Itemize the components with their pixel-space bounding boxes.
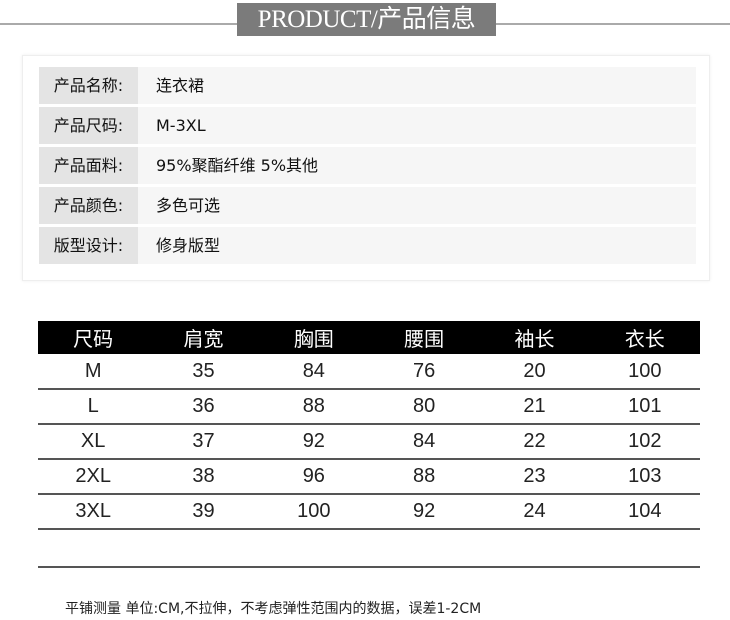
- table-cell: 37: [148, 424, 259, 460]
- table-cell: 36: [148, 389, 259, 425]
- size-table: 尺码 肩宽 胸围 腰围 袖长 衣长 M 35 84 76 20 100 L 36 88 80 21 101 XL 3…: [38, 321, 700, 568]
- table-cell: 103: [589, 459, 700, 495]
- table-row: L 36 88 80 21 101: [38, 389, 700, 425]
- table-cell: 102: [589, 424, 700, 460]
- measurement-note: 平铺测量 单位:CM,不拉伸，不考虑弹性范围内的数据，误差1-2CM: [65, 601, 482, 617]
- table-cell: 100: [589, 354, 700, 390]
- table-cell: 23: [479, 459, 590, 495]
- column-header: 胸围: [258, 321, 369, 354]
- info-row: 产品面料: 95%聚酯纤维 5%其他: [39, 147, 696, 184]
- blank-cell: [38, 529, 700, 568]
- table-cell: XL: [38, 424, 149, 460]
- info-row: 产品颜色: 多色可选: [39, 187, 696, 224]
- blank-row: [38, 529, 700, 568]
- column-header: 衣长: [589, 321, 700, 354]
- info-label: 版型设计:: [39, 227, 138, 264]
- info-label: 产品尺码:: [39, 107, 138, 144]
- column-header: 腰围: [368, 321, 480, 354]
- table-cell: 92: [368, 494, 480, 530]
- table-cell: 88: [258, 389, 369, 425]
- info-label: 产品面料:: [39, 147, 138, 184]
- table-cell: 101: [589, 389, 700, 425]
- table-cell: 21: [479, 389, 590, 425]
- size-table-header: 尺码 肩宽 胸围 腰围 袖长 衣长: [38, 321, 700, 354]
- table-row: 3XL 39 100 92 24 104: [38, 494, 700, 530]
- table-row: M 35 84 76 20 100: [38, 354, 700, 390]
- column-header: 肩宽: [148, 321, 259, 354]
- info-label: 产品名称:: [39, 67, 138, 104]
- info-value: 连衣裙: [138, 67, 696, 104]
- table-cell: 80: [368, 389, 480, 425]
- table-cell: 35: [148, 354, 259, 390]
- table-cell: 22: [479, 424, 590, 460]
- table-cell: 24: [479, 494, 590, 530]
- section-title: PRODUCT/产品信息: [237, 3, 496, 36]
- table-cell: 92: [258, 424, 369, 460]
- column-header: 尺码: [38, 321, 149, 354]
- table-cell: 2XL: [38, 459, 149, 495]
- info-row: 产品尺码: M-3XL: [39, 107, 696, 144]
- table-row: 2XL 38 96 88 23 103: [38, 459, 700, 495]
- table-cell: 104: [589, 494, 700, 530]
- info-value: 多色可选: [138, 187, 696, 224]
- info-row: 产品名称: 连衣裙: [39, 67, 696, 104]
- table-row: XL 37 92 84 22 102: [38, 424, 700, 460]
- table-cell: 96: [258, 459, 369, 495]
- table-cell: L: [38, 389, 149, 425]
- info-value: M-3XL: [138, 107, 696, 144]
- table-cell: 38: [148, 459, 259, 495]
- table-cell: 88: [368, 459, 480, 495]
- table-cell: 76: [368, 354, 480, 390]
- info-row: 版型设计: 修身版型: [39, 227, 696, 264]
- table-cell: 3XL: [38, 494, 149, 530]
- column-header: 袖长: [479, 321, 590, 354]
- table-cell: 84: [368, 424, 480, 460]
- table-cell: 20: [479, 354, 590, 390]
- table-cell: 100: [258, 494, 369, 530]
- product-info-panel: 产品名称: 连衣裙 产品尺码: M-3XL 产品面料: 95%聚酯纤维 5%其他 产品颜色:…: [22, 55, 710, 281]
- info-value: 95%聚酯纤维 5%其他: [138, 147, 696, 184]
- info-value: 修身版型: [138, 227, 696, 264]
- table-cell: 84: [258, 354, 369, 390]
- table-cell: 39: [148, 494, 259, 530]
- info-label: 产品颜色:: [39, 187, 138, 224]
- table-cell: M: [38, 354, 149, 390]
